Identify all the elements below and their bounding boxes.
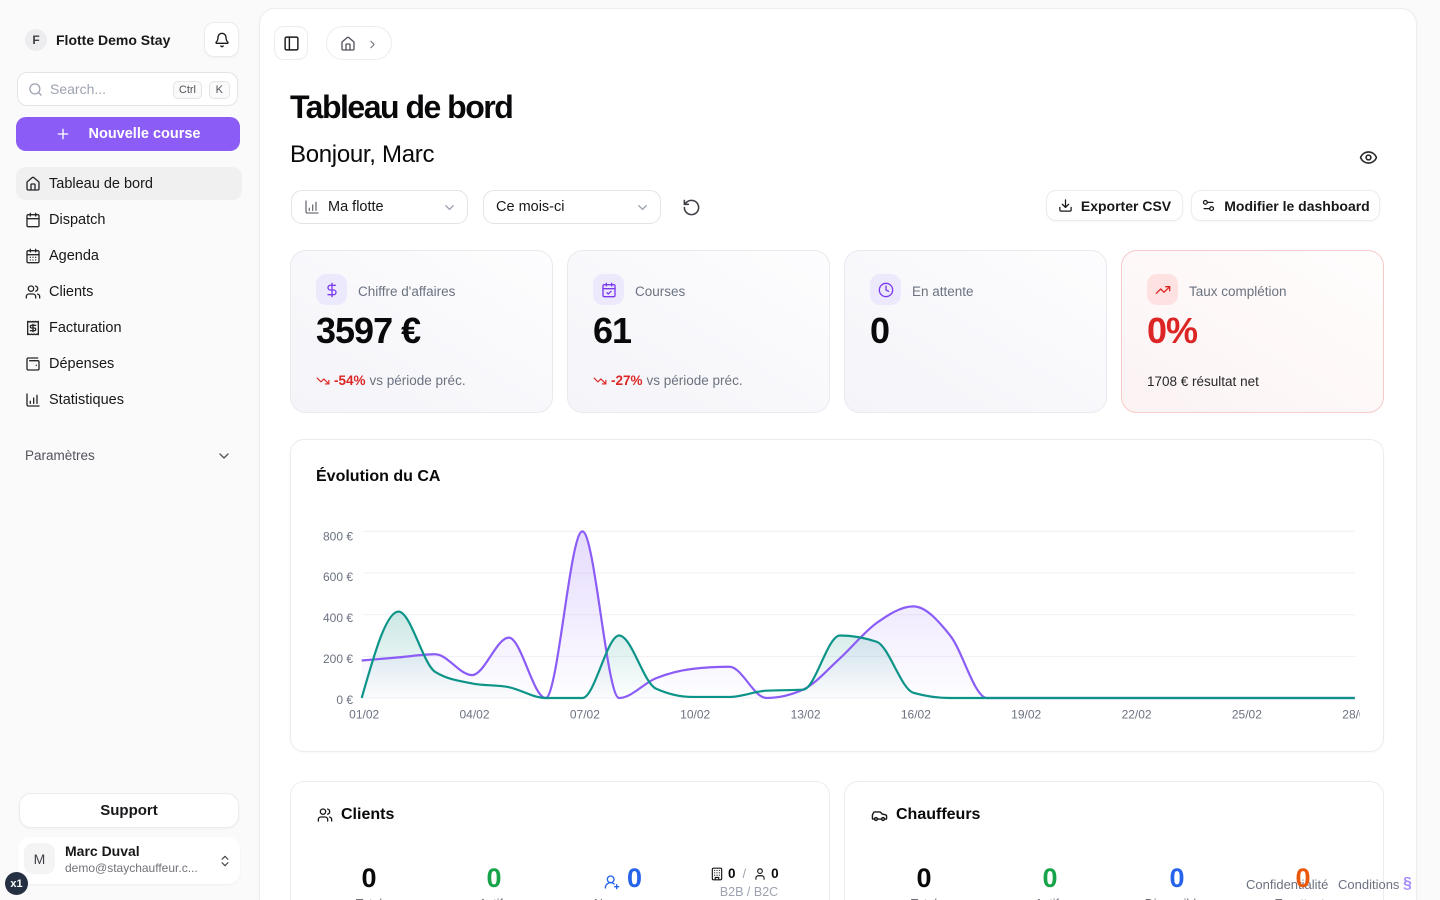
svg-text:16/02: 16/02	[901, 708, 931, 722]
svg-text:200 €: 200 €	[323, 652, 353, 666]
svg-text:01/02: 01/02	[349, 708, 379, 722]
svg-text:25/02: 25/02	[1232, 708, 1262, 722]
svg-text:19/02: 19/02	[1011, 708, 1041, 722]
svg-text:04/02: 04/02	[459, 708, 489, 722]
svg-text:0 €: 0 €	[336, 693, 353, 707]
svg-text:800 €: 800 €	[323, 529, 353, 543]
svg-text:13/02: 13/02	[791, 708, 821, 722]
svg-text:400 €: 400 €	[323, 611, 353, 625]
svg-text:28/02: 28/02	[1342, 708, 1360, 722]
svg-text:07/02: 07/02	[570, 708, 600, 722]
svg-text:22/02: 22/02	[1122, 708, 1152, 722]
svg-text:10/02: 10/02	[680, 708, 710, 722]
svg-text:600 €: 600 €	[323, 570, 353, 584]
